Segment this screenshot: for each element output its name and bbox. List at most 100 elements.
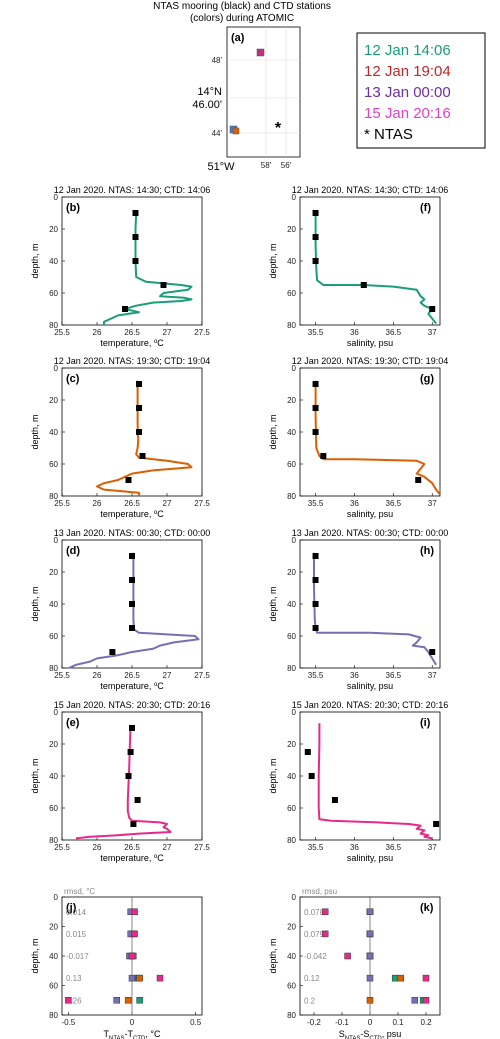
y-tick-label: 40 [49, 600, 58, 609]
map-frame [226, 26, 301, 158]
y-tick-label: 0 [292, 893, 297, 902]
panel-title: 13 Jan 2020. NTAS: 00:30; CTD: 00:00 [292, 528, 448, 538]
panel-label: (f) [420, 202, 431, 214]
y-tick-label: 0 [292, 364, 297, 373]
x-tick-label: 27 [163, 671, 172, 680]
y-tick-label: 60 [49, 632, 58, 641]
rmsd-header: rmsd, °C [64, 887, 95, 896]
ntas-point [312, 553, 319, 559]
ntas-point [129, 625, 135, 631]
ntas-point [125, 477, 132, 483]
legend-item: 12 Jan 14:06 [364, 42, 451, 59]
panel-c: 25.5 26 26.5 27 27.5 0 20 40 60 80 depth, m (c) 12 J… [30, 356, 210, 519]
y-tick-label: 40 [287, 952, 296, 961]
x-axis-label: temperature, oC [100, 338, 164, 348]
rmsd-value: 0.079 [304, 930, 325, 939]
difference-point [411, 997, 419, 1004]
difference-point [136, 997, 143, 1004]
ctd-profile-line [314, 380, 441, 496]
y-tick-label: 80 [49, 321, 58, 330]
y-tick-label: 0 [54, 893, 59, 902]
difference-point [366, 952, 374, 960]
y-tick-label: 60 [287, 804, 296, 813]
y-tick-label: 20 [49, 923, 58, 932]
panel-k: -0.2 -0.1 0 0.1 0.2 0 20 40 60 80 depth, m (k) rmsd,… [268, 887, 441, 1039]
x-tick-label: 27 [163, 328, 172, 337]
ntas-point [312, 429, 319, 435]
map-station-marker [232, 127, 240, 135]
difference-point [422, 997, 430, 1004]
ntas-point [109, 649, 116, 655]
x-tick-label: 37 [428, 328, 437, 337]
ntas-point [129, 553, 135, 559]
legend-item: * NTAS [364, 126, 413, 143]
x-tick-label: 36.5 [386, 671, 402, 680]
map-xtick-58: 58' [261, 161, 272, 170]
x-axis-label: salinity, psu [347, 853, 393, 863]
x-tick-label: 25.5 [54, 843, 70, 852]
panel-label: (j) [66, 902, 77, 914]
ntas-point [130, 821, 137, 827]
difference-point [128, 974, 136, 982]
x-tick-label: 35.5 [308, 843, 324, 852]
difference-point [397, 974, 405, 982]
difference-point [128, 952, 136, 960]
map-station-marker [256, 48, 265, 57]
panel-title: 12 Jan 2020. NTAS: 19:30; CTD: 19:04 [292, 356, 448, 366]
x-tick-label: 27 [163, 843, 172, 852]
panel-title: 15 Jan 2020. NTAS: 20:30; CTD: 20:16 [292, 700, 448, 710]
x-tick-label: 25.5 [54, 499, 70, 508]
y-tick-label: 0 [292, 193, 297, 202]
legend: 12 Jan 14:06 12 Jan 19:04 13 Jan 00:00 1… [356, 32, 486, 149]
plot-frame [299, 367, 441, 497]
rmsd-value: -0.017 [66, 952, 89, 961]
y-tick-label: 0 [54, 708, 59, 717]
x-tick-label: -0.5 [61, 1018, 75, 1027]
ntas-point [312, 625, 319, 631]
rmsd-value: 0.12 [304, 974, 320, 983]
y-tick-label: 40 [49, 772, 58, 781]
x-axis-label: temperature, oC [100, 681, 164, 691]
ntas-point [433, 821, 440, 827]
x-tick-label: 0 [130, 1018, 135, 1027]
ntas-point [312, 258, 319, 264]
ntas-point [304, 749, 311, 755]
panel-title: 15 Jan 2020. NTAS: 20:30; CTD: 20:16 [54, 700, 210, 710]
panel-title: 13 Jan 2020. NTAS: 00:30; CTD: 00:00 [54, 528, 210, 538]
y-axis-label: depth, m [268, 758, 278, 793]
x-tick-label: 26.5 [124, 499, 140, 508]
legend-item: 15 Jan 20:16 [364, 105, 451, 122]
y-tick-label: 40 [287, 257, 296, 266]
x-tick-label: 26.5 [124, 671, 140, 680]
y-tick-label: 60 [49, 460, 58, 469]
plot-frame [299, 539, 441, 669]
x-tick-label: 36.5 [386, 328, 402, 337]
x-tick-label: 26 [93, 499, 102, 508]
rmsd-value: 0.015 [66, 930, 87, 939]
y-tick-label: 60 [287, 982, 296, 991]
ntas-point [132, 258, 139, 264]
panel-j: -0.5 0 0.5 0 20 40 60 80 depth, m (j) rmsd, °C 0.01… [30, 887, 203, 1039]
ntas-star-marker: * [275, 120, 282, 137]
x-tick-label: 35.5 [308, 499, 324, 508]
x-tick-label: 0 [368, 1018, 373, 1027]
difference-point [131, 908, 138, 915]
map-panel: (a) 48' 14°N 46.00' 44' 51°W 58' 56' * [192, 26, 301, 173]
difference-point [366, 974, 374, 982]
ctd-profile-line [317, 723, 433, 840]
y-tick-label: 40 [287, 772, 296, 781]
plot-frame [299, 196, 441, 326]
x-axis-label: temperature, oC [100, 853, 164, 863]
x-tick-label: 26.5 [124, 843, 140, 852]
legend-item: 13 Jan 00:00 [364, 84, 451, 101]
plot-frame [61, 711, 203, 841]
ntas-point [127, 749, 134, 755]
difference-point [136, 974, 143, 982]
panel-label: (c) [66, 373, 80, 385]
map-ytick-46: 46.00' [192, 99, 222, 111]
difference-point [321, 930, 329, 938]
ntas-point [129, 725, 135, 731]
panel-label: (d) [66, 545, 80, 557]
y-tick-label: 0 [54, 193, 59, 202]
